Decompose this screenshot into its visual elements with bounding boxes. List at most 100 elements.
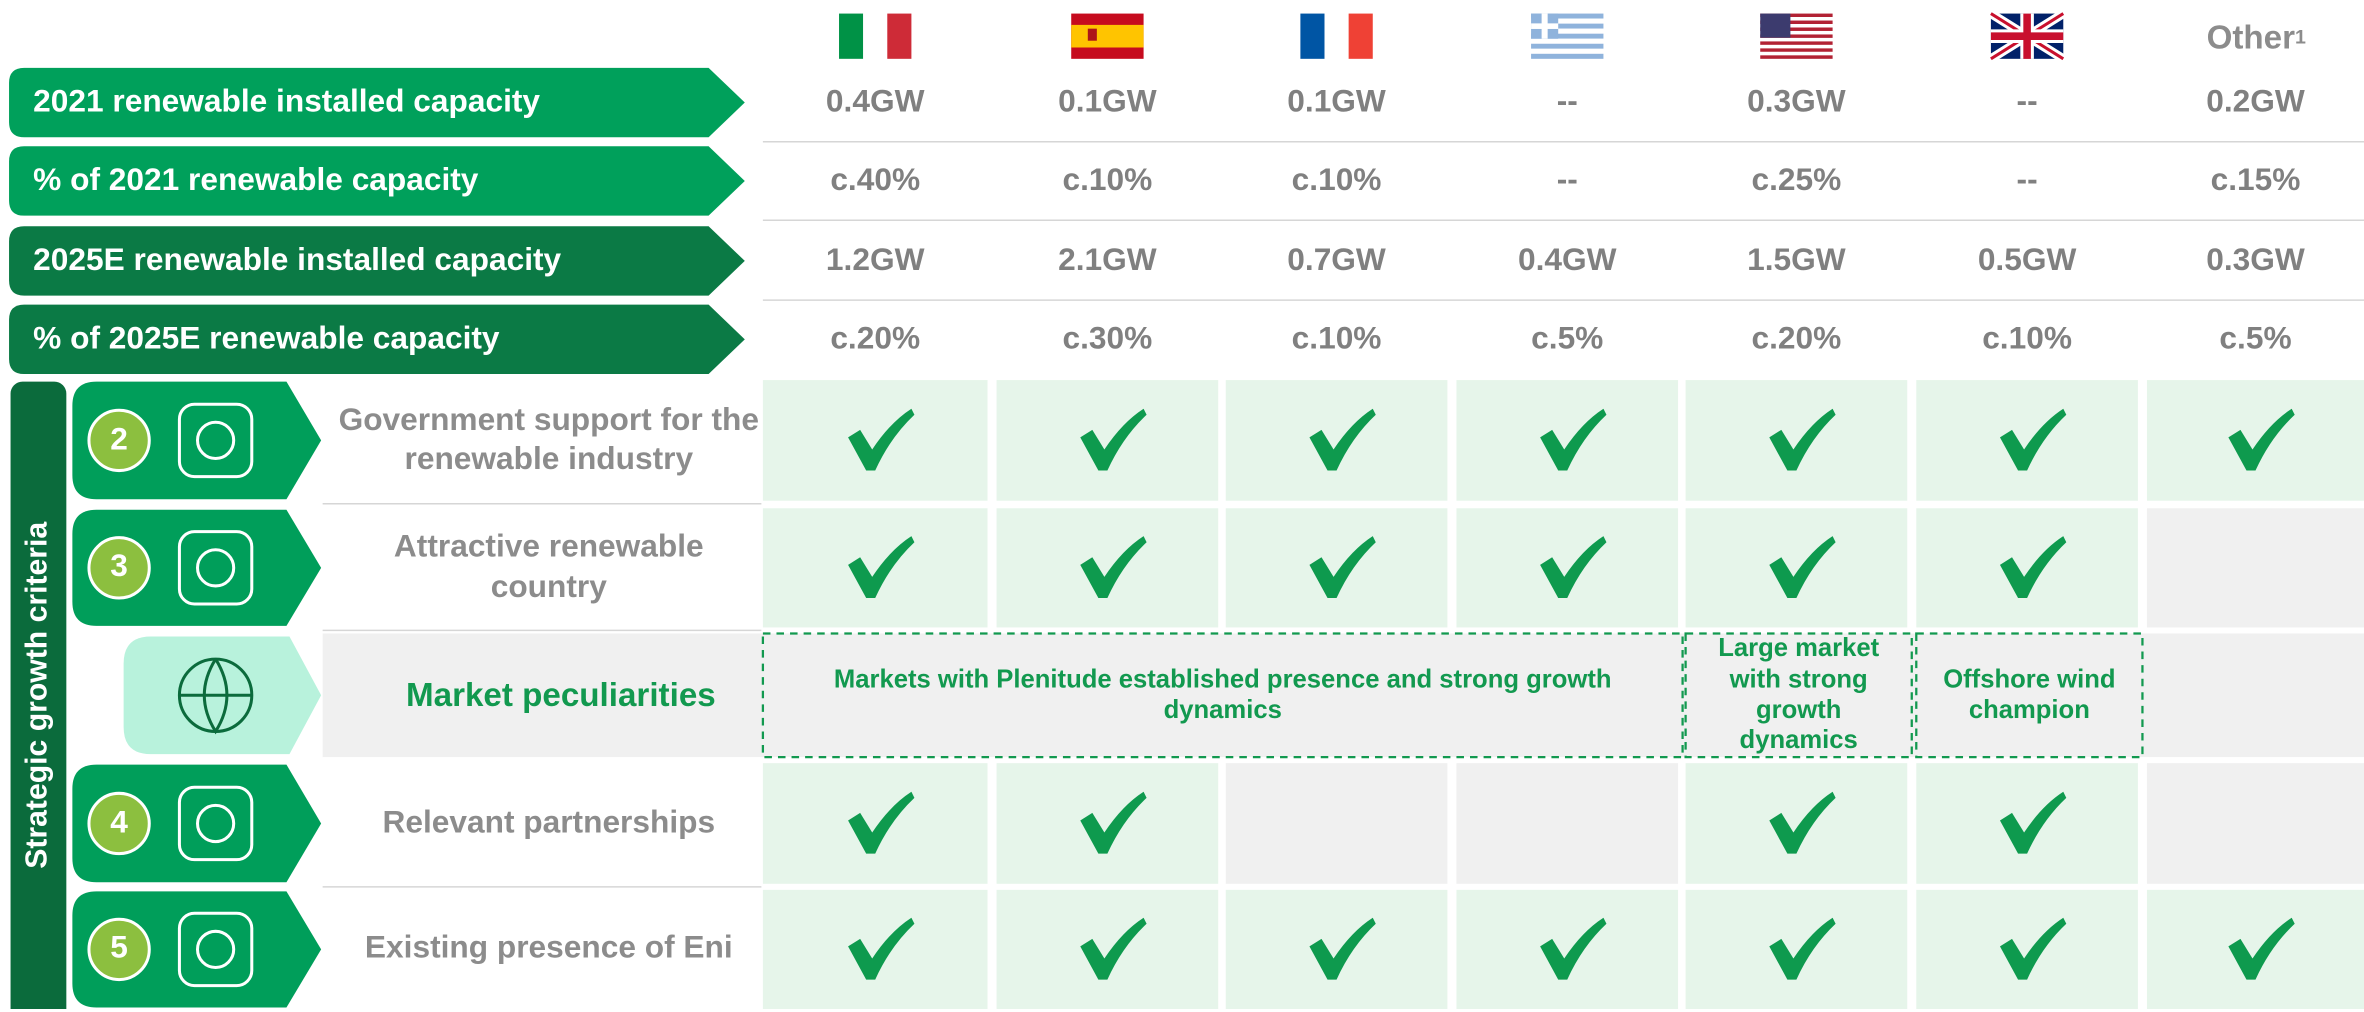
check — [1999, 536, 2067, 599]
check — [1080, 536, 1147, 599]
cell — [1456, 380, 1679, 501]
cell — [1685, 889, 1908, 1009]
stripe — [863, 13, 888, 59]
check — [1769, 791, 1836, 854]
number: 3 — [110, 549, 128, 585]
cell — [1225, 380, 1448, 501]
stripe — [1760, 48, 1833, 52]
number: 2 — [110, 422, 128, 457]
cell — [2146, 380, 2364, 501]
metric-value: c.20% — [1751, 321, 1842, 356]
cell — [1225, 889, 1448, 1009]
cell — [1685, 508, 1908, 628]
stripe — [1531, 48, 1604, 54]
check — [1080, 791, 1147, 854]
flag — [1760, 13, 1833, 59]
cell — [2146, 508, 2364, 628]
cell — [1456, 763, 1679, 884]
check — [848, 536, 915, 599]
cell — [762, 508, 988, 628]
note-box — [1684, 632, 1913, 759]
metric-value: 0.1GW — [1287, 84, 1386, 119]
icon — [177, 402, 254, 479]
check — [1769, 917, 1836, 980]
check — [1309, 408, 1376, 471]
stripe — [1760, 34, 1833, 38]
stripe — [1300, 13, 1325, 59]
number-badge — [87, 917, 151, 982]
stripe — [1760, 55, 1833, 59]
icon — [179, 658, 252, 735]
cross — [1990, 13, 2064, 59]
cell — [996, 508, 1219, 628]
flag — [1300, 13, 1373, 59]
check — [2228, 408, 2295, 471]
cell — [762, 380, 988, 501]
metric-label: % of 2021 renewable capacity — [33, 162, 479, 198]
side-bar — [10, 381, 67, 1009]
row-label: Relevant partnerships — [382, 805, 716, 840]
label-arrow — [9, 304, 745, 375]
row-label: Existing presence of Eni — [364, 931, 733, 966]
cell — [762, 889, 988, 1009]
check — [1769, 536, 1836, 599]
metric-value: 0.3GW — [2206, 242, 2305, 278]
stripe — [1071, 24, 1144, 48]
label-arrow — [9, 226, 745, 296]
check — [2228, 917, 2295, 980]
side-label: Strategic growth criteria — [20, 521, 54, 869]
check — [1080, 917, 1147, 980]
metric-label: % of 2025E renewable capacity — [33, 321, 500, 356]
stripe — [1348, 13, 1373, 59]
cell — [1456, 508, 1679, 628]
stripe — [1531, 53, 1604, 59]
metric-value: 0.5GW — [1977, 242, 2077, 278]
check — [1080, 408, 1147, 471]
metric-value: 0.1GW — [1058, 84, 1157, 119]
cell — [1916, 380, 2138, 501]
cell — [996, 889, 1219, 1009]
metric-value: 1.2GW — [825, 242, 925, 278]
footnote-mark: 1 — [2295, 25, 2306, 49]
cell — [996, 380, 1219, 501]
label-arrow — [9, 146, 745, 216]
flag — [839, 13, 912, 59]
check — [1540, 408, 1607, 471]
check — [848, 408, 915, 471]
stripe — [1324, 13, 1349, 59]
metric-value: -- — [1556, 162, 1578, 198]
metric-value: c.25% — [1751, 162, 1842, 198]
metric-value: c.10% — [1062, 162, 1153, 198]
stripe — [1760, 30, 1833, 35]
metric-value: 0.4GW — [1517, 242, 1617, 278]
metric-value: c.10% — [1982, 321, 2072, 356]
cell — [1916, 889, 2138, 1009]
number-badge — [87, 536, 151, 600]
check — [1540, 917, 1607, 980]
number-badge — [87, 791, 151, 856]
icon — [196, 929, 236, 970]
cell — [1685, 380, 1908, 501]
canton — [1760, 13, 1791, 38]
cell — [1916, 763, 2138, 884]
icon — [177, 911, 254, 988]
emblem — [1087, 28, 1097, 41]
metric-value: 1.5GW — [1747, 242, 1846, 278]
flag — [1071, 13, 1144, 59]
note-box — [1915, 632, 2144, 759]
label-arrow — [9, 67, 745, 138]
stripe — [1531, 33, 1604, 39]
metric-value: 0.4GW — [825, 84, 925, 119]
cross — [1531, 23, 1559, 29]
row-background — [322, 633, 2364, 758]
cell — [1225, 763, 1448, 884]
stripe — [1760, 13, 1833, 18]
stripe — [1531, 28, 1604, 34]
row-label: Attractive renewable country — [393, 529, 704, 605]
metric-value: 0.7GW — [1287, 242, 1386, 278]
stripe — [1531, 13, 1604, 19]
stripe — [1760, 37, 1833, 42]
metric-value: 0.3GW — [1747, 84, 1846, 119]
